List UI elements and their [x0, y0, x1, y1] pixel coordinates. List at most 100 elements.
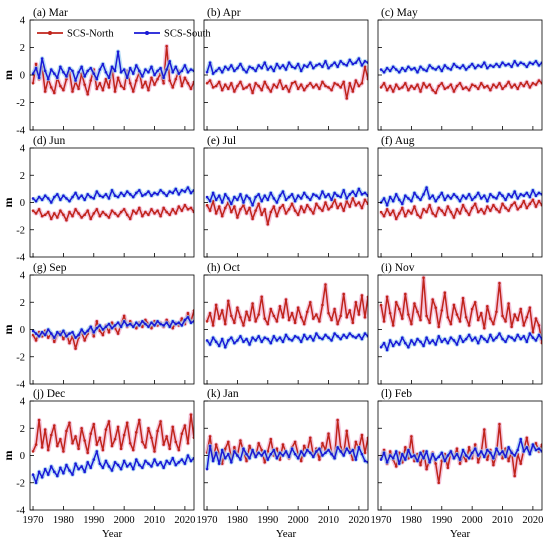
- data-point: [357, 201, 361, 204]
- data-point: [434, 91, 438, 95]
- legend: SCS-North SCS-South: [37, 29, 211, 40]
- data-point: [315, 450, 318, 453]
- data-point: [302, 64, 306, 67]
- data-point: [486, 66, 489, 70]
- x-tick-label: 2010: [492, 515, 513, 526]
- data-point: [183, 64, 187, 67]
- data-point: [345, 97, 349, 100]
- data-point: [43, 90, 47, 93]
- data-point: [189, 321, 193, 324]
- data-point: [428, 197, 431, 200]
- data-point: [208, 61, 212, 64]
- data-point: [437, 84, 441, 88]
- data-point: [174, 77, 178, 81]
- data-point: [147, 462, 150, 465]
- data-point: [77, 333, 80, 337]
- data-point: [416, 459, 419, 463]
- data-point: [385, 88, 389, 92]
- data-point: [342, 188, 346, 192]
- axes-frame: [377, 19, 543, 131]
- data-point: [177, 321, 181, 324]
- data-point: [110, 444, 114, 448]
- data-point: [455, 195, 459, 199]
- data-point: [446, 341, 450, 345]
- data-point: [92, 330, 96, 334]
- data-point: [257, 313, 260, 316]
- data-point: [220, 201, 224, 204]
- data-point: [434, 462, 438, 465]
- data-point: [168, 190, 171, 193]
- data-point: [413, 191, 416, 195]
- data-point: [534, 317, 538, 320]
- data-point: [156, 193, 159, 196]
- data-point: [296, 456, 300, 460]
- data-point: [113, 194, 117, 197]
- data-point: [293, 452, 297, 456]
- data-point: [281, 443, 285, 446]
- data-point: [305, 448, 309, 452]
- plot-area: [378, 421, 542, 485]
- data-point: [177, 448, 181, 452]
- data-point: [31, 450, 35, 453]
- data-point: [263, 208, 267, 211]
- data-point: [287, 318, 291, 322]
- data-point: [183, 76, 187, 80]
- data-point: [266, 458, 270, 461]
- data-point: [128, 217, 132, 221]
- data-point: [104, 459, 108, 463]
- data-point: [537, 79, 541, 82]
- data-point: [397, 70, 401, 74]
- data-point: [492, 456, 495, 460]
- data-point: [89, 432, 93, 436]
- data-point: [336, 418, 339, 422]
- data-point: [339, 195, 342, 199]
- data-point: [220, 337, 224, 341]
- data-point: [62, 471, 65, 475]
- data-point: [302, 191, 306, 195]
- data-point: [53, 212, 56, 215]
- data-point: [98, 324, 102, 327]
- data-point: [186, 81, 190, 85]
- data-point: [492, 195, 495, 199]
- data-point: [519, 205, 523, 208]
- data-point: [534, 441, 538, 445]
- data-point: [407, 448, 410, 452]
- data-point: [128, 193, 132, 196]
- data-point: [68, 210, 71, 214]
- data-point: [339, 337, 342, 341]
- data-point: [71, 214, 74, 218]
- data-point: [86, 451, 89, 455]
- data-point: [150, 321, 153, 324]
- data-point: [183, 424, 187, 427]
- data-point: [507, 302, 510, 305]
- data-point: [452, 303, 456, 307]
- data-point: [455, 84, 459, 88]
- data-point: [68, 421, 71, 425]
- data-point: [483, 337, 486, 341]
- y-tick-label: 0: [20, 451, 25, 462]
- data-point: [107, 216, 111, 219]
- data-point: [144, 210, 147, 214]
- data-point: [165, 210, 168, 214]
- data-point: [53, 195, 56, 199]
- data-point: [443, 459, 447, 463]
- data-point: [446, 454, 450, 457]
- data-point: [278, 194, 282, 197]
- data-point: [174, 65, 178, 69]
- data-point: [492, 65, 495, 69]
- data-point: [336, 322, 339, 326]
- data-point: [189, 459, 193, 463]
- data-point: [168, 462, 171, 465]
- data-point: [522, 450, 526, 453]
- panel-title: (j) Dec: [33, 388, 65, 400]
- data-point: [537, 191, 541, 195]
- y-tick-label: 4: [20, 16, 26, 27]
- data-point: [428, 341, 431, 345]
- data-point: [431, 452, 434, 456]
- data-point: [162, 443, 165, 446]
- data-point: [135, 191, 138, 195]
- data-point: [34, 212, 38, 215]
- plot-area: [378, 275, 542, 353]
- data-point: [434, 343, 438, 346]
- data-point: [40, 214, 44, 218]
